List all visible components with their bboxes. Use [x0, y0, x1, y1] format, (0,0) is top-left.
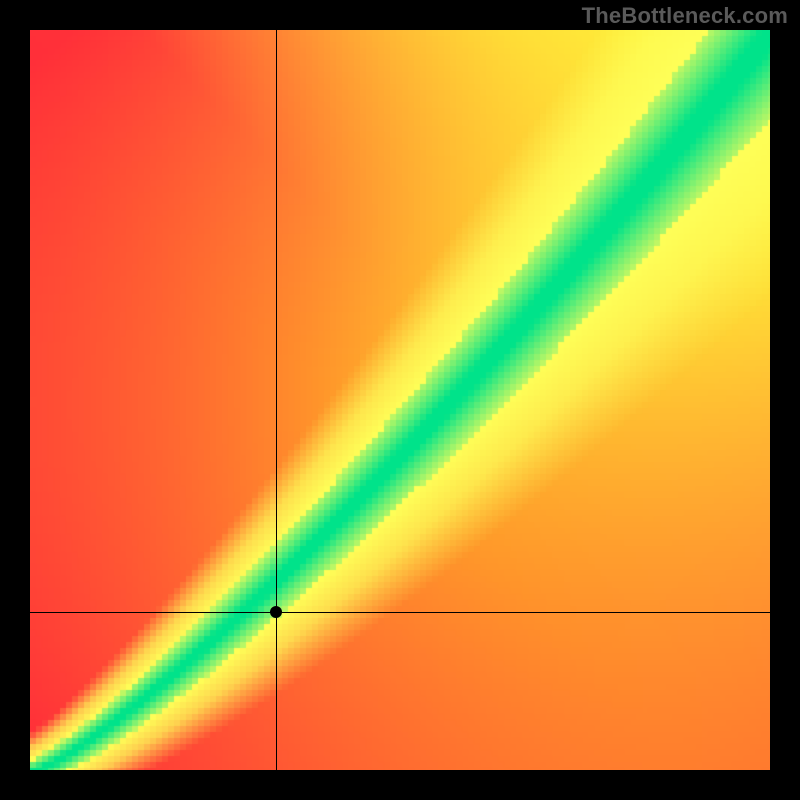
watermark-text: TheBottleneck.com: [582, 3, 788, 29]
selection-marker: [270, 606, 282, 618]
crosshair-horizontal: [30, 612, 770, 613]
crosshair-vertical: [276, 30, 277, 770]
bottleneck-heatmap: [30, 30, 770, 770]
